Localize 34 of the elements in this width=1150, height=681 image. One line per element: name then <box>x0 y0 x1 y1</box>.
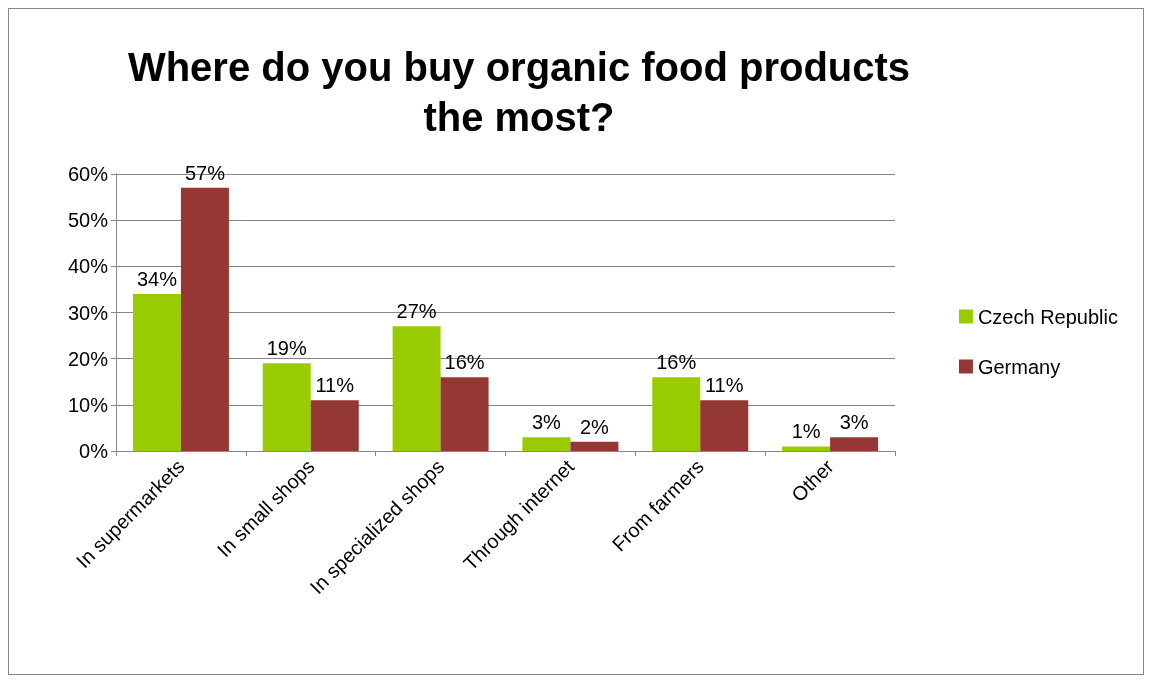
bar <box>132 294 181 451</box>
bar <box>830 437 879 451</box>
y-tick-label: 50% <box>67 209 109 232</box>
data-label: 16% <box>656 351 697 374</box>
y-tick-label: 0% <box>79 440 109 462</box>
bar <box>392 326 441 451</box>
y-tick-label: 30% <box>67 301 109 324</box>
data-label: 2% <box>579 415 610 438</box>
bar <box>440 377 489 451</box>
data-label: 1% <box>791 420 821 443</box>
data-label: 3% <box>531 411 562 434</box>
y-tick-label: 20% <box>67 347 109 370</box>
data-label: 57% <box>184 161 226 184</box>
bar <box>570 441 619 451</box>
data-label: 19% <box>266 337 307 360</box>
bar <box>310 400 359 451</box>
y-tick-label: 10% <box>67 393 109 416</box>
data-label: 3% <box>839 411 869 434</box>
bar <box>652 377 701 451</box>
bar <box>700 400 749 451</box>
legend-label: Germany <box>977 355 1061 378</box>
bar <box>180 187 229 451</box>
data-label: 16% <box>444 351 485 374</box>
bar <box>262 363 311 451</box>
data-label: 27% <box>396 300 437 323</box>
data-label: 34% <box>136 268 178 291</box>
chart-title: Where do you buy organic food products the most? <box>127 45 911 139</box>
data-label: 11% <box>315 374 355 397</box>
bar <box>782 446 831 451</box>
legend-label: Czech Republic <box>977 305 1119 328</box>
y-tick-label: 40% <box>67 255 109 278</box>
bar <box>522 437 571 451</box>
data-label: 11% <box>704 374 744 397</box>
y-tick-label: 60% <box>67 163 109 185</box>
